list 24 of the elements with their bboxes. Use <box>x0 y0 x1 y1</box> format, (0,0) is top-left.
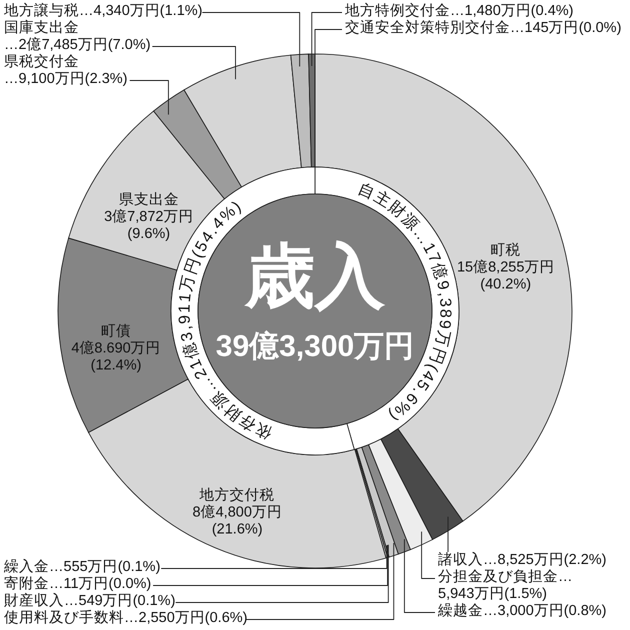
data-label: …9,100万円(2.3%) <box>4 71 128 87</box>
slice-label: 地方譲与税…4,340万円(1.1%) <box>3 2 202 19</box>
text: 39億3,300万円 <box>216 330 414 363</box>
slice-label: 町債 <box>101 322 132 340</box>
slice-label: 使用料及び手数料…2,550万円(0.6%) <box>4 609 248 626</box>
text: 歳入 <box>244 237 386 315</box>
slice-label: 県支出金 <box>118 190 179 208</box>
category-label: 交通安全対策特別交付金…145万円(0.0%) <box>345 20 622 36</box>
slice-label: 諸収入…8,525万円(2.2%) <box>438 551 606 568</box>
slice-label: 繰越金…3,000万円(0.8%) <box>437 602 606 619</box>
data-label: 4億8.690万円 (12.4%) <box>71 339 161 374</box>
data-label: 15億8,255万円 (40.2%) <box>456 258 554 293</box>
slice-label: 県税交付金 <box>4 53 79 70</box>
slice-label: 分担金及び負担金… 5,943万円(1.5%) <box>438 568 572 602</box>
data-label: …2億7,485万円(7.0%) <box>4 36 151 53</box>
slice-label: 国庫支出金 <box>4 19 79 36</box>
data-label: 3億7,872万円 (9.6%) <box>104 208 194 242</box>
slice-label: 町税 <box>490 242 521 259</box>
category-label: 寄附金…11万円(0.0%) <box>4 576 152 592</box>
slice-label: 財産収入…549万円(0.1%) <box>4 592 176 609</box>
slice-label: 地方特例交付金…1,480万円(0.4%) <box>344 2 574 19</box>
slice-label: 繰入金…555万円(0.1%) <box>3 558 160 575</box>
slice-label: 地方交付税 <box>198 486 275 504</box>
data-label: 8億4,800万円 (21.6%) <box>192 503 282 538</box>
